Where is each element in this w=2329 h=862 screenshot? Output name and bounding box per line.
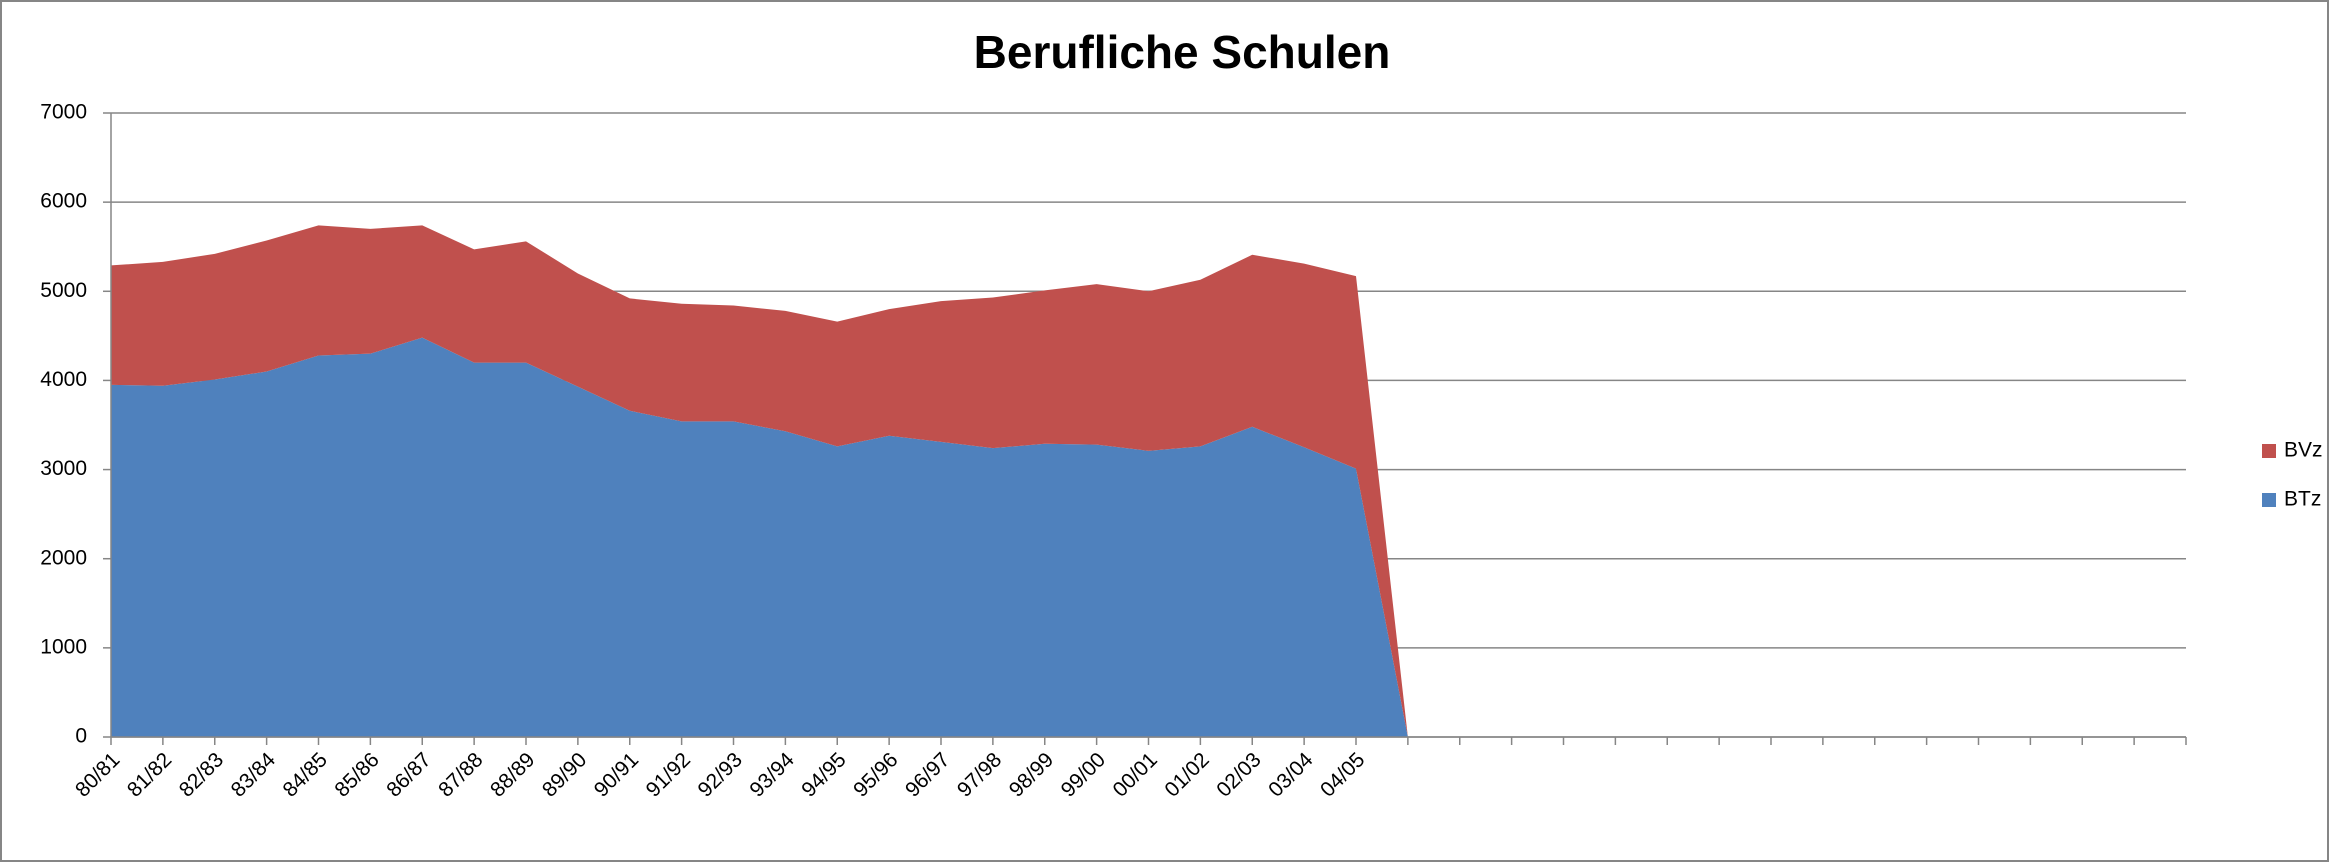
- y-tick-label: 3000: [40, 457, 87, 480]
- y-tick-label: 5000: [40, 279, 87, 302]
- y-tick-label: 2000: [40, 546, 87, 569]
- y-tick-label: 7000: [40, 101, 87, 124]
- y-tick-label: 1000: [40, 635, 87, 658]
- legend-label: BTz: [2284, 488, 2321, 511]
- legend-swatch: [2262, 493, 2276, 507]
- y-tick-label: 0: [75, 725, 87, 748]
- legend-swatch: [2262, 444, 2276, 458]
- area: [111, 337, 1408, 737]
- legend-label: BVz: [2284, 439, 2323, 462]
- y-tick-label: 6000: [40, 190, 87, 213]
- area: [111, 225, 1408, 737]
- y-tick-label: 4000: [40, 368, 87, 391]
- chart-title: Berufliche Schulen: [974, 26, 1391, 78]
